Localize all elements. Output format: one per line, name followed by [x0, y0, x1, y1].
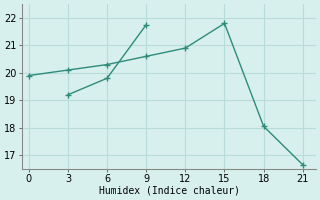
X-axis label: Humidex (Indice chaleur): Humidex (Indice chaleur) [99, 186, 240, 196]
